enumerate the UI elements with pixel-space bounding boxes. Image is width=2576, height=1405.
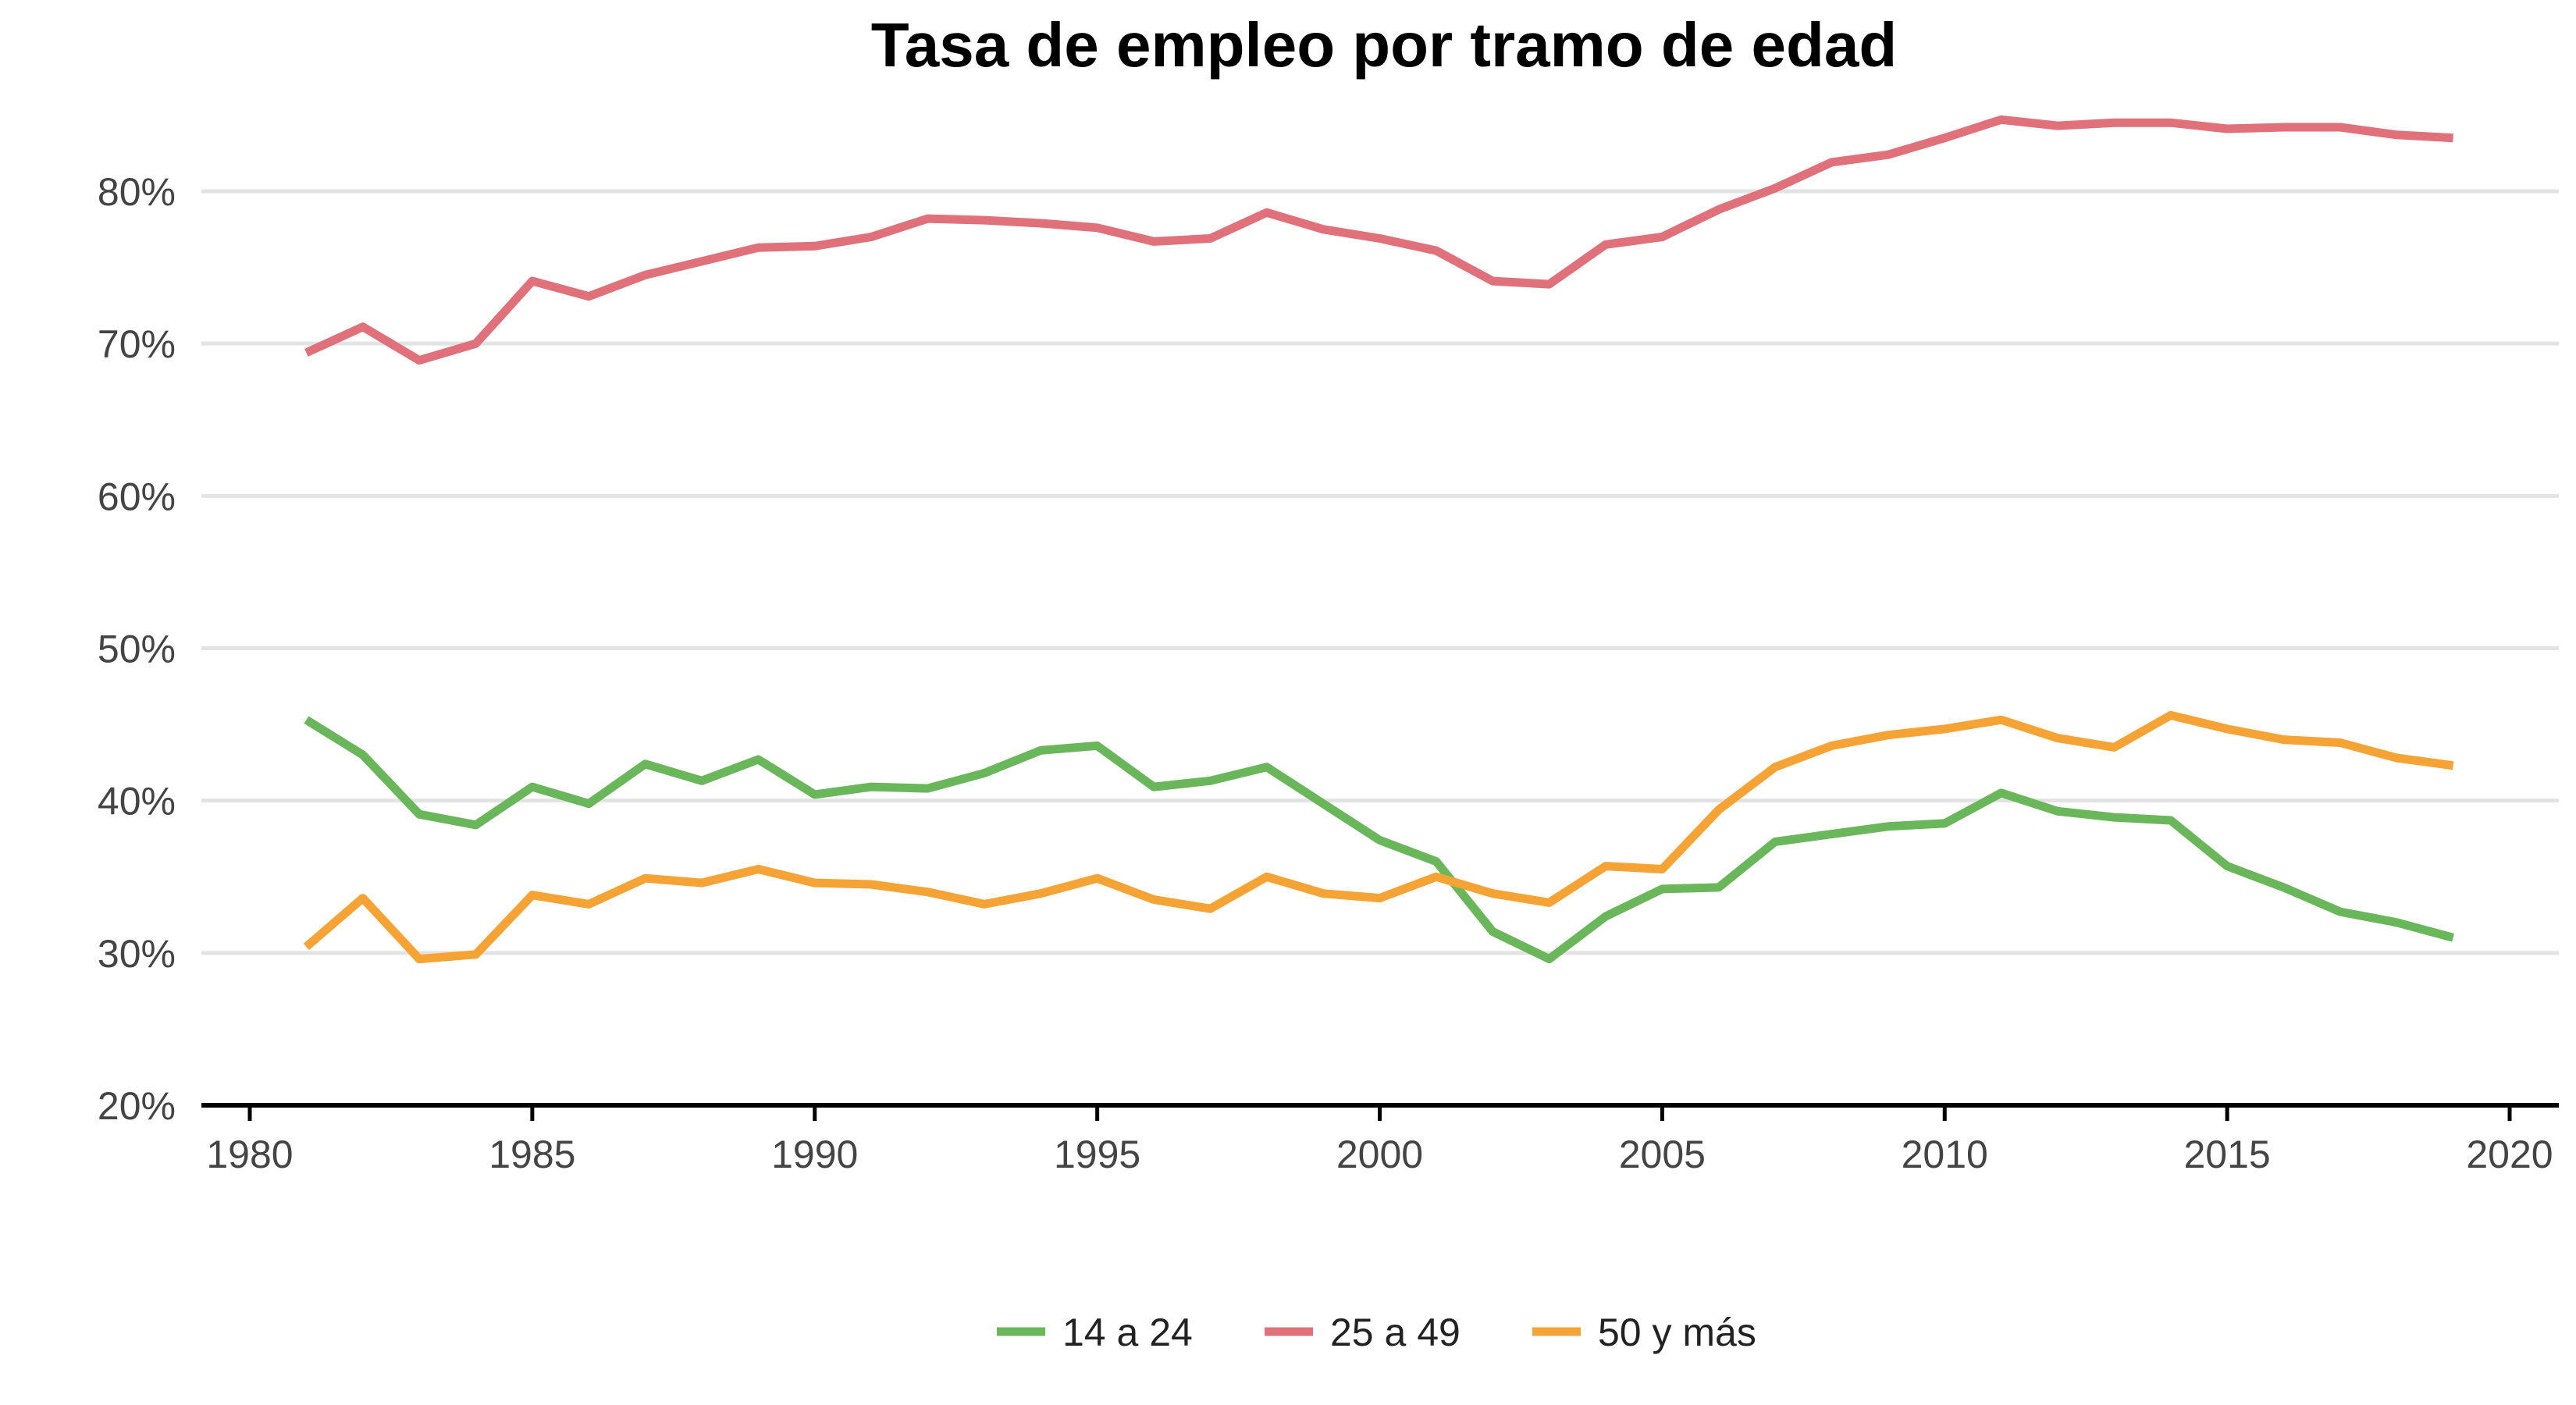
x-tick-label-2005: 2005 [1619,1133,1706,1176]
series-line-1 [304,716,2455,964]
series-line-3 [303,710,2454,964]
x-tick-label-1990: 1990 [771,1133,858,1176]
legend-label-3: 50 y más [1598,1311,1756,1354]
series-line-2 [304,115,2453,365]
x-axis-ticks: 1980 1985 1990 1995 2000 2005 2010 2015 2020 [206,1105,2553,1176]
y-tick-label-20: 20% [98,1084,176,1128]
x-tick-label-1980: 1980 [206,1133,293,1176]
legend-label-2: 25 a 49 [1330,1311,1461,1354]
x-tick-label-1985: 1985 [489,1133,575,1176]
y-tick-label-30: 30% [98,932,176,976]
x-tick-label-2010: 2010 [1902,1133,1988,1176]
y-axis-labels: 20% 30% 40% 50% 60% 70% 80% [98,170,176,1128]
x-tick-label-2015: 2015 [2184,1133,2271,1176]
y-tick-label-50: 50% [98,628,176,671]
series-lines [303,115,2455,964]
x-tick-label-2000: 2000 [1336,1133,1423,1176]
y-tick-label-80: 80% [98,170,176,214]
x-tick-label-1995: 1995 [1054,1133,1140,1176]
legend-label-1: 14 a 24 [1062,1311,1193,1354]
x-tick-label-2020: 2020 [2466,1133,2553,1176]
legend: 14 a 24 25 a 49 50 y más [997,1311,1756,1354]
y-tick-label-60: 60% [98,475,176,518]
chart-title: Tasa de empleo por tramo de edad [871,10,1897,80]
y-tick-label-40: 40% [98,780,176,823]
y-tick-label-70: 70% [98,322,176,366]
